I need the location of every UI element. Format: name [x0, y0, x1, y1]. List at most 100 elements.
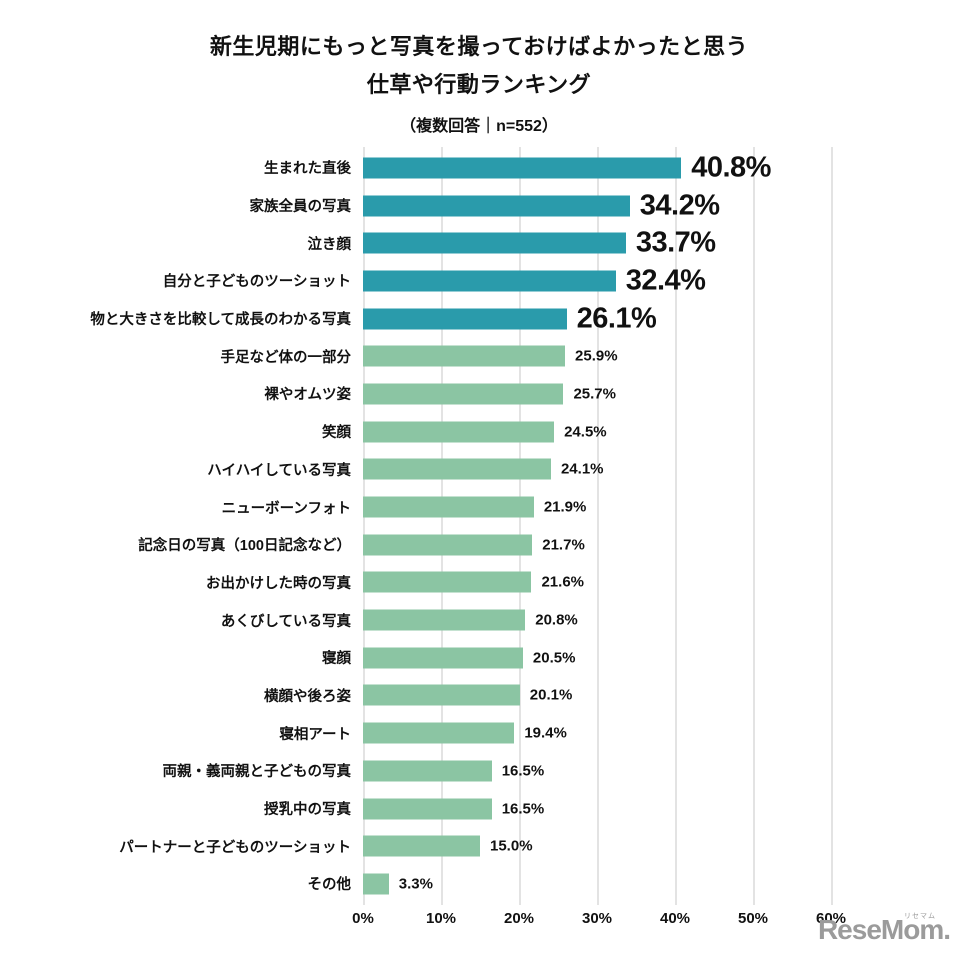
bar-track: 24.5%	[363, 413, 958, 451]
bar-row: 横顔や後ろ姿 20.1%	[0, 677, 958, 715]
bar-track: 19.4%	[363, 714, 958, 752]
bar-track: 26.1%	[363, 300, 958, 338]
chart-title-line2: 仕草や行動ランキング	[366, 72, 592, 97]
bar-value: 20.5%	[532, 649, 576, 667]
bar-row: 家族全員の写真 34.2%	[0, 187, 958, 225]
x-axis-tick: 10%	[425, 910, 457, 927]
bar	[363, 421, 555, 443]
gridline	[831, 147, 833, 905]
bar	[363, 458, 551, 480]
bar-value: 21.6%	[541, 573, 585, 591]
chart-subtitle: （複数回答｜n=552）	[400, 118, 558, 135]
bar	[363, 609, 526, 631]
bar-value: 26.1%	[576, 302, 657, 335]
bar	[363, 157, 682, 179]
bar-label: お出かけした時の写真	[206, 575, 351, 592]
x-axis-tick: 0%	[352, 910, 374, 927]
bar-value: 15.0%	[490, 837, 533, 855]
bar	[363, 270, 616, 292]
bar-row: 笑顔 24.5%	[0, 413, 958, 451]
bar-track: 20.8%	[363, 601, 958, 639]
bar-track: 33.7%	[363, 224, 958, 262]
bar-row: 両親・義両親と子どもの写真 16.5%	[0, 752, 958, 790]
bar-label: 裸やオムツ姿	[264, 387, 351, 404]
gridline	[441, 147, 443, 905]
resemom-logo-text: ReseMom.	[817, 914, 951, 945]
bar-value: 20.1%	[529, 686, 573, 704]
bar-label: 自分と子どものツーショット	[162, 274, 351, 291]
bar-row: 生まれた直後 40.8%	[0, 149, 958, 187]
bar-row: 泣き顔 33.7%	[0, 224, 958, 262]
bar-row: 裸やオムツ姿 25.7%	[0, 375, 958, 413]
gridline	[753, 147, 755, 905]
gridlines-layer	[363, 147, 833, 905]
bar-label: あくびしている写真	[220, 613, 351, 630]
x-axis-tick: 30%	[581, 910, 613, 927]
bar-row: パートナーと子どものツーショット 15.0%	[0, 827, 958, 865]
bar	[363, 195, 630, 217]
bar-value: 34.2%	[639, 189, 720, 222]
bar-value: 40.8%	[691, 151, 771, 184]
bar-value: 25.7%	[573, 385, 616, 403]
bar	[363, 647, 523, 669]
bar-label: 物と大きさを比較して成長のわかる写真	[90, 312, 351, 329]
title-block: 新生児期にもっと写真を撮っておけばよかったと思う 仕草や行動ランキング （複数回…	[0, 28, 958, 136]
bar-label: 家族全員の写真	[249, 199, 352, 216]
bar-track: 34.2%	[363, 187, 958, 225]
bar-label: ハイハイしている写真	[207, 462, 351, 479]
bar	[363, 835, 480, 857]
bar-value: 20.8%	[535, 611, 578, 629]
chart-title-line1: 新生児期にもっと写真を撮っておけばよかったと思う	[209, 34, 749, 59]
bar-value: 21.9%	[543, 498, 587, 516]
bar-value: 32.4%	[625, 264, 706, 297]
bar	[363, 760, 492, 782]
bar-label: 両親・義両親と子どもの写真	[162, 764, 352, 781]
bar	[363, 873, 389, 895]
bar-value: 24.5%	[564, 423, 607, 441]
bar-value: 24.1%	[560, 460, 604, 478]
bar-label: 笑顔	[322, 425, 351, 442]
bar	[363, 722, 515, 744]
bar-label: 泣き顔	[307, 236, 352, 253]
bar	[363, 534, 533, 556]
bar-track: 24.1%	[363, 451, 958, 489]
bar	[363, 571, 532, 593]
bar-track: 20.1%	[363, 677, 958, 715]
bar-track: 32.4%	[363, 262, 958, 300]
bar-row: その他 3.3%	[0, 865, 958, 903]
bar	[363, 308, 567, 330]
bar-track: 25.7%	[363, 375, 958, 413]
bar-track: 16.5%	[363, 752, 958, 790]
bar-label: 寝顔	[322, 651, 351, 668]
bar-value: 33.7%	[635, 226, 716, 259]
bar-row: お出かけした時の写真 21.6%	[0, 564, 958, 602]
x-axis-tick: 50%	[737, 910, 769, 927]
bar	[363, 383, 564, 405]
bar	[363, 232, 626, 254]
bar-label: その他	[307, 877, 352, 894]
bar-label: 授乳中の写真	[264, 802, 351, 819]
bar-label: ニューボーンフォト	[221, 500, 351, 517]
bar-track: 15.0%	[363, 827, 958, 865]
x-axis-tick: 20%	[503, 910, 535, 927]
bar-value: 16.5%	[501, 762, 545, 780]
bar-track: 21.6%	[363, 564, 958, 602]
bar-track: 40.8%	[363, 149, 958, 187]
bar	[363, 496, 534, 518]
bar-label: パートナーと子どものツーショット	[119, 839, 351, 856]
bar-label: 生まれた直後	[264, 161, 351, 178]
bar-track: 21.7%	[363, 526, 958, 564]
bar-value: 21.7%	[542, 536, 585, 554]
x-axis-tick: 60%	[815, 910, 847, 927]
bar-row: 自分と子どものツーショット 32.4%	[0, 262, 958, 300]
bar-label: 寝相アート	[279, 726, 351, 743]
gridline	[675, 147, 677, 905]
bar	[363, 684, 520, 706]
bar-row: 物と大きさを比較して成長のわかる写真 26.1%	[0, 300, 958, 338]
bar-row: あくびしている写真 20.8%	[0, 601, 958, 639]
x-axis: 0% 10% 20% 30% 40% 50% 60%	[0, 910, 958, 934]
gridline	[597, 147, 599, 905]
bar-row: 記念日の写真（100日記念など） 21.7%	[0, 526, 958, 564]
x-axis-tick: 40%	[659, 910, 691, 927]
bar-row: 寝顔 20.5%	[0, 639, 958, 677]
